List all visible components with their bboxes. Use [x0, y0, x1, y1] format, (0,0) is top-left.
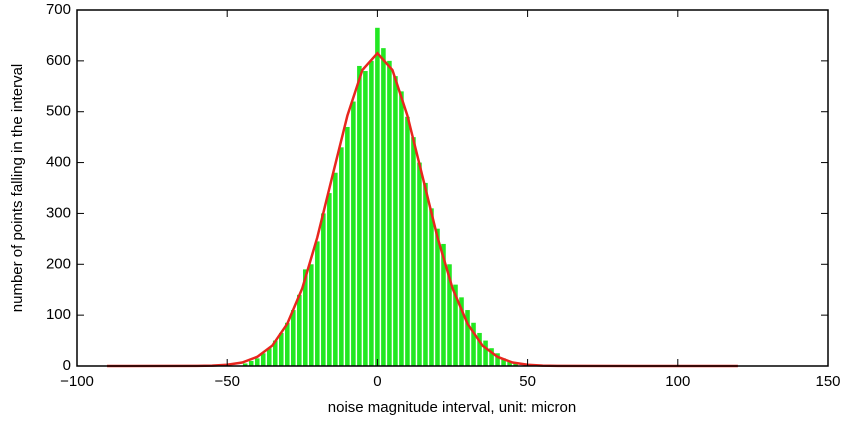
- x-tick-label: −50: [214, 373, 239, 390]
- bar: [405, 116, 410, 366]
- bar: [357, 65, 362, 366]
- x-tick-label: 100: [665, 373, 690, 390]
- bar: [393, 76, 398, 366]
- bar: [381, 48, 386, 367]
- bar: [291, 310, 296, 366]
- bar: [399, 91, 404, 366]
- bar: [309, 264, 314, 366]
- x-tick-label: 0: [373, 373, 381, 390]
- bar: [513, 363, 518, 366]
- bar: [423, 182, 428, 366]
- y-tick-label: 600: [46, 52, 71, 69]
- bar: [489, 348, 494, 366]
- y-tick-label: 700: [46, 1, 71, 18]
- bar: [278, 332, 284, 366]
- y-tick-label: 200: [46, 255, 71, 272]
- bar: [272, 340, 278, 366]
- y-tick-label: 300: [46, 204, 71, 221]
- bar: [266, 348, 272, 366]
- bar: [248, 360, 254, 366]
- y-axis-label: number of points falling in the interval: [9, 64, 26, 312]
- bar: [260, 353, 266, 366]
- fit-curve: [107, 51, 738, 368]
- bar: [375, 27, 380, 367]
- x-tick-label: −100: [60, 373, 94, 390]
- bar: [477, 332, 482, 366]
- bar: [471, 322, 476, 366]
- bar: [345, 126, 350, 366]
- bar: [327, 193, 332, 366]
- bar: [441, 243, 446, 366]
- bar: [297, 294, 302, 366]
- bar: [254, 358, 260, 366]
- x-tick-label: 150: [815, 373, 840, 390]
- bar: [507, 361, 512, 366]
- bar: [242, 363, 248, 366]
- bar: [483, 340, 488, 366]
- bar: [501, 358, 506, 366]
- bar: [459, 297, 464, 366]
- bar: [417, 162, 422, 366]
- bar: [495, 353, 500, 366]
- y-tick-label: 0: [63, 357, 71, 374]
- y-tick-label: 100: [46, 306, 71, 323]
- x-axis-label: noise magnitude interval, unit: micron: [328, 399, 576, 416]
- y-tick-label: 400: [46, 154, 71, 171]
- bar: [465, 310, 470, 366]
- bar: [321, 213, 326, 366]
- x-tick-label: 50: [519, 373, 536, 390]
- bar: [351, 101, 356, 367]
- bar: [453, 284, 458, 366]
- bar: [333, 172, 338, 366]
- bar: [411, 137, 416, 366]
- bar: [284, 322, 290, 366]
- bar: [429, 208, 434, 366]
- bar: [303, 269, 308, 366]
- bar: [369, 60, 374, 366]
- y-tick-label: 500: [46, 103, 71, 120]
- bar: [447, 264, 452, 366]
- bar: [363, 71, 368, 367]
- bar: [387, 60, 392, 366]
- bar: [435, 228, 440, 366]
- bar: [315, 241, 320, 366]
- bar: [339, 147, 344, 366]
- plot-frame: [76, 9, 829, 367]
